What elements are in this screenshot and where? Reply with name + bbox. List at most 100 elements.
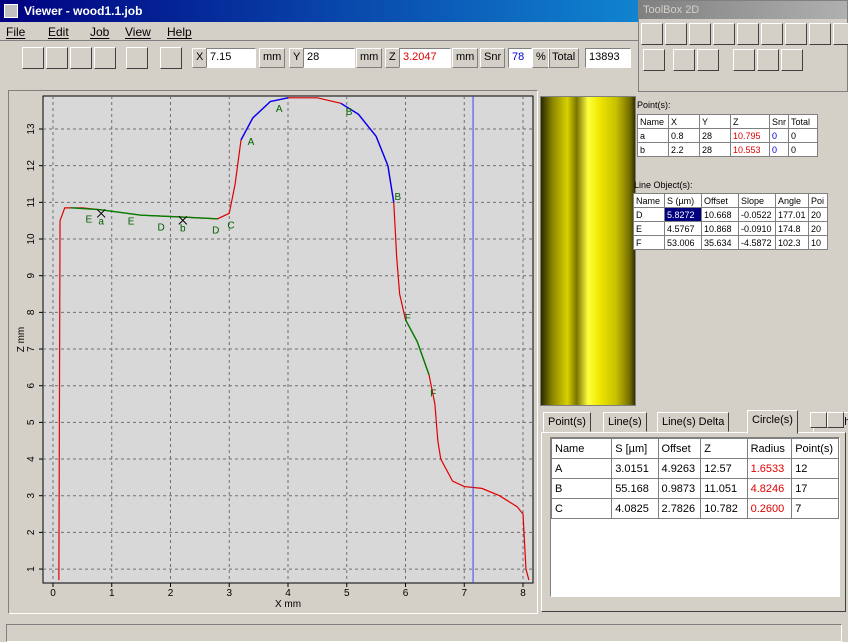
tool-button[interactable] (697, 49, 719, 71)
page: {"window": {"title": "Viewer - wood1.1.j… (0, 0, 848, 642)
tool-button[interactable] (781, 49, 803, 71)
y-tick-label: 7 (26, 346, 37, 352)
x-tick-label: 3 (226, 588, 232, 599)
save-button[interactable] (46, 47, 68, 69)
tab[interactable]: Point(s) (543, 412, 591, 432)
table-cell: 10.668 (702, 208, 739, 222)
z-field[interactable]: 3.2047 (399, 48, 451, 68)
tool-button[interactable] (761, 23, 783, 45)
curve-label: B (346, 107, 353, 118)
x-tick-label: 2 (168, 588, 174, 599)
table-cell: b (638, 143, 669, 157)
tool-button[interactable] (643, 49, 665, 71)
toolbox-title-bar: ToolBox 2D (639, 1, 847, 19)
points-title: Point(s): (637, 100, 671, 110)
export-button[interactable] (70, 47, 92, 69)
table-cell: 12.57 (701, 459, 747, 479)
tool-button[interactable] (665, 23, 687, 45)
tool-button[interactable] (757, 49, 779, 71)
table-cell: 5.8272 (665, 208, 702, 222)
table-cell: 53.006 (665, 236, 702, 250)
tab[interactable]: Line(s) Delta (657, 412, 729, 432)
table-cell: 1.6533 (747, 459, 792, 479)
tab[interactable]: Line(s) (603, 412, 647, 432)
table-cell: 2.7826 (658, 499, 701, 519)
menu-item[interactable]: File (6, 25, 25, 39)
table-cell: 0 (770, 129, 789, 143)
table-cell: D (634, 208, 665, 222)
table-cell: -4.5872 (739, 236, 776, 250)
y-tick-label: 5 (26, 419, 37, 425)
table-cell: 174.8 (776, 222, 809, 236)
y-tick-label: 3 (26, 493, 37, 499)
y-field[interactable]: 28 (303, 48, 355, 68)
column-header: Y (700, 115, 731, 129)
table-cell: 28 (700, 143, 731, 157)
y-unit: mm (356, 48, 382, 68)
menu-item[interactable]: Help (167, 25, 192, 39)
open-button[interactable] (22, 47, 44, 69)
table-cell: 0.9873 (658, 479, 701, 499)
column-header: Slope (739, 194, 776, 208)
tool-button[interactable] (785, 23, 807, 45)
tool-button[interactable] (641, 23, 663, 45)
tool-button[interactable] (809, 23, 831, 45)
table-cell: 12 (792, 459, 839, 479)
x-axis-label: X mm (275, 599, 301, 610)
tool-button[interactable] (673, 49, 695, 71)
table-cell: 10.795 (731, 129, 770, 143)
y-tick-label: 9 (26, 272, 37, 278)
table-cell: 0 (789, 143, 818, 157)
tool-button[interactable] (737, 23, 759, 45)
x-tick-label: 1 (109, 588, 115, 599)
menu-item[interactable]: View (125, 25, 151, 39)
curve-label: E (85, 215, 92, 226)
column-header: Name (552, 439, 612, 459)
column-header: Offset (702, 194, 739, 208)
title-bar: Viewer - wood1.1.job (0, 0, 638, 22)
undo-button[interactable] (160, 47, 182, 69)
tab-active[interactable]: Circle(s) (747, 410, 798, 434)
header-row: NameS [µm]OffsetZRadiusPoint(s) (552, 439, 839, 459)
table-cell: 0 (770, 143, 789, 157)
table-cell: 28 (700, 129, 731, 143)
x-field[interactable]: 7.15 (206, 48, 256, 68)
column-header: Name (638, 115, 669, 129)
table-cell: 20 (809, 222, 828, 236)
snr-field[interactable]: 78 (508, 48, 532, 68)
table-cell: 10.868 (702, 222, 739, 236)
table-cell: 2.2 (669, 143, 700, 157)
menu-item[interactable]: Job (90, 25, 109, 39)
y-axis-label: Z mm (16, 327, 27, 353)
column-header: X (669, 115, 700, 129)
tab-scroll-left[interactable] (810, 412, 827, 428)
tab-scroll-right[interactable] (827, 412, 844, 428)
total-field[interactable]: 13893 (585, 48, 631, 68)
tool-button[interactable] (689, 23, 711, 45)
z-label: Z (385, 48, 400, 68)
table-cell: A (552, 459, 612, 479)
table-cell: -0.0522 (739, 208, 776, 222)
properties-button[interactable] (126, 47, 148, 69)
tool-button[interactable] (733, 49, 755, 71)
table-cell: 0 (789, 129, 818, 143)
curve-label: A (276, 104, 283, 115)
y-tick-label: 11 (26, 197, 37, 208)
print-button[interactable] (94, 47, 116, 69)
tab-scroll (810, 412, 844, 428)
tool-button[interactable] (833, 23, 848, 45)
menu-item[interactable]: Edit (48, 25, 69, 39)
toolbox-title: ToolBox 2D (643, 4, 699, 16)
curve-label: F (430, 388, 436, 399)
table-cell: 10.782 (701, 499, 747, 519)
tool-button[interactable] (713, 23, 735, 45)
table-cell: 4.5767 (665, 222, 702, 236)
